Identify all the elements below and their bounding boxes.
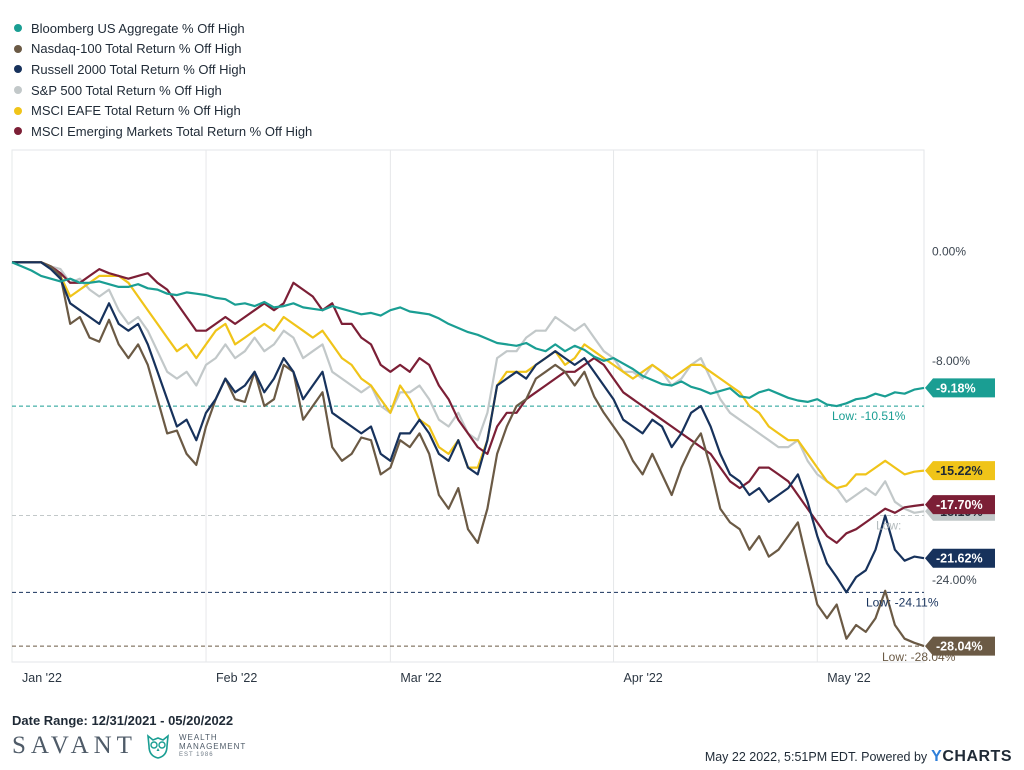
legend-item[interactable]: S&P 500 Total Return % Off High (14, 80, 312, 101)
logo-sub-line1: WEALTH (178, 732, 218, 742)
owl-icon (146, 734, 169, 759)
series-line (11, 261, 925, 408)
legend-dot-eafe (14, 106, 22, 115)
low-label: Low: -10.51% (832, 409, 906, 423)
savant-logo: SAVANT WEALTH MANAGEMENT EST 1986 (12, 732, 246, 760)
ycharts-y: Y (931, 748, 943, 765)
end-value-tag (925, 548, 995, 568)
legend-item[interactable]: Nasdaq-100 Total Return % Off High (14, 39, 312, 60)
legend-item[interactable]: MSCI Emerging Markets Total Return % Off… (14, 121, 312, 142)
series-line (12, 261, 925, 514)
series-line (12, 261, 925, 490)
end-value-label: -21.62% (936, 552, 983, 566)
end-value-tag (925, 495, 995, 515)
legend-item[interactable]: Russell 2000 Total Return % Off High (14, 59, 312, 80)
line-chart: Jan '22 Feb '22 Mar '22 Apr '22 May '22 0.00%… (11, 149, 995, 685)
date-range: Date Range: 12/31/2021 - 05/20/2022 (12, 713, 234, 728)
legend-label: Bloomberg US Aggregate % Off High (31, 20, 245, 36)
legend-dot-russell (14, 65, 22, 74)
logo-subtitle: WEALTH MANAGEMENT EST 1986 (179, 733, 246, 760)
low-label: Low: -24.11% (866, 595, 939, 609)
x-tick-label: May '22 (827, 671, 870, 685)
x-tick-label: Mar '22 (400, 671, 441, 685)
ycharts-logo[interactable]: YCHARTS (931, 748, 1012, 766)
y-tick-label: 0.00% (932, 244, 966, 258)
end-value-tag (925, 461, 995, 481)
legend-dot-sp500 (14, 86, 22, 95)
end-value-tag (925, 378, 995, 398)
logo-est: EST 1986 (178, 751, 214, 758)
legend-label: S&P 500 Total Return % Off High (31, 82, 222, 98)
end-value-tag (925, 636, 995, 656)
series-line (12, 261, 925, 594)
ycharts-rest: CHARTS (942, 748, 1012, 765)
legend-label: MSCI Emerging Markets Total Return % Off… (31, 123, 313, 139)
end-value-label: -28.04% (936, 640, 983, 654)
y-tick-label: -8.00% (932, 354, 970, 368)
legend-label: MSCI EAFE Total Return % Off High (31, 103, 241, 119)
powered-by: May 22 2022, 5:51PM EDT. Powered by YCHA… (705, 748, 1012, 766)
x-tick-label: Jan '22 (22, 671, 62, 685)
x-tick-label: Apr '22 (624, 671, 663, 685)
series-line (12, 261, 925, 545)
low-label: Low: (876, 519, 901, 533)
logo-sub-line2: MANAGEMENT (178, 741, 247, 751)
logo-wordmark: SAVANT (12, 732, 137, 759)
legend-item[interactable]: MSCI EAFE Total Return % Off High (14, 100, 312, 121)
legend-label: Nasdaq-100 Total Return % Off High (31, 41, 242, 57)
end-value-label: -9.18% (936, 381, 976, 395)
end-value-label: -17.70% (936, 498, 983, 512)
legend-item[interactable]: Bloomberg US Aggregate % Off High (14, 18, 312, 39)
series-line (12, 261, 925, 648)
legend-label: Russell 2000 Total Return % Off High (31, 61, 246, 77)
y-tick-label: -24.00% (932, 573, 977, 587)
end-value-label: -15.22% (936, 464, 983, 478)
legend-dot-em (14, 127, 22, 136)
legend: Bloomberg US Aggregate % Off High Nasdaq… (14, 18, 312, 142)
x-tick-label: Feb '22 (216, 671, 257, 685)
legend-dot-nasdaq (14, 44, 22, 53)
timestamp: May 22 2022, 5:51PM EDT. Powered by (704, 750, 928, 764)
legend-dot-bloomberg (14, 24, 22, 33)
